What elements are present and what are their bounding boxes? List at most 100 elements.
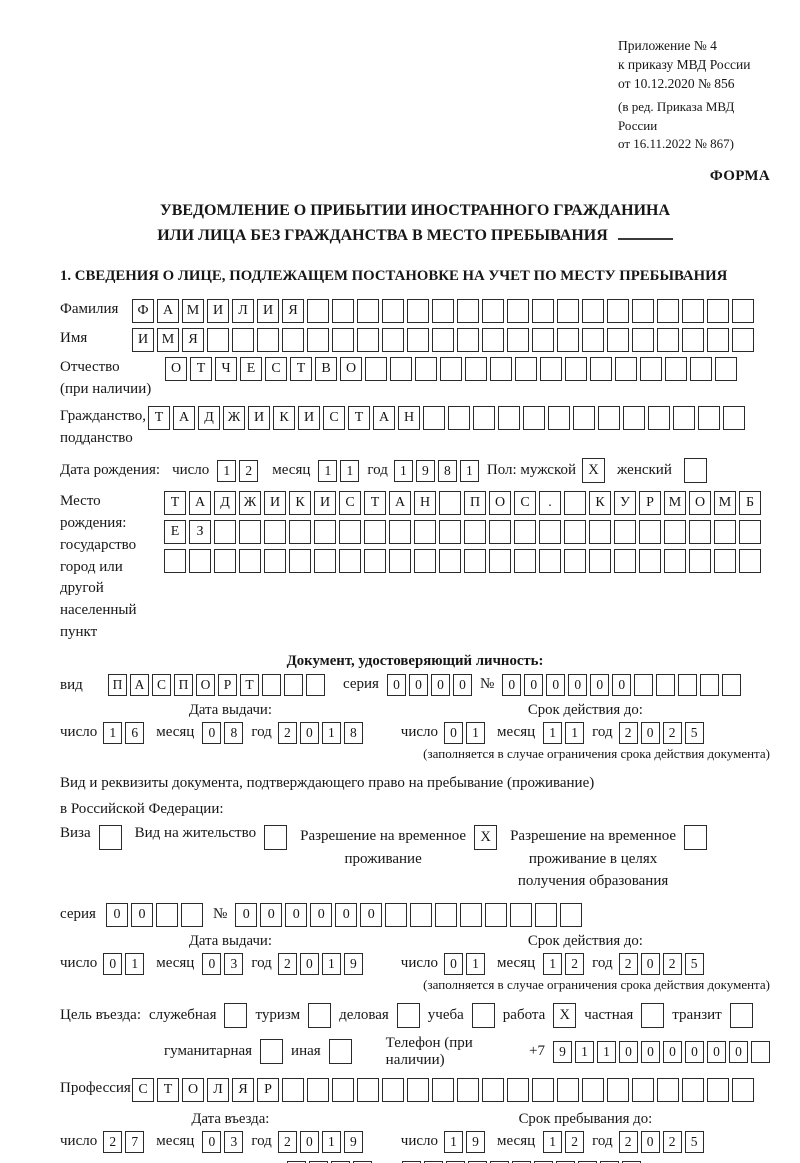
- char-box[interactable]: [682, 328, 704, 353]
- purpose-transit-checkbox[interactable]: [729, 1002, 753, 1028]
- char-box[interactable]: [510, 902, 533, 927]
- sex-male-checkbox[interactable]: X: [582, 458, 606, 484]
- char-box[interactable]: [722, 673, 742, 696]
- char-box[interactable]: [498, 405, 520, 430]
- char-box[interactable]: [678, 673, 698, 696]
- char-box[interactable]: [482, 328, 504, 353]
- char-box[interactable]: 0: [444, 952, 464, 975]
- char-box[interactable]: 0: [612, 673, 632, 696]
- char-box[interactable]: [414, 549, 436, 574]
- char-box[interactable]: 0: [524, 673, 544, 696]
- char-box[interactable]: 1: [217, 459, 237, 482]
- char-box[interactable]: У: [614, 491, 636, 516]
- purpose-official-checkbox[interactable]: [224, 1002, 248, 1028]
- char-box[interactable]: 1: [459, 459, 479, 482]
- char-box[interactable]: А: [157, 299, 179, 324]
- char-box[interactable]: Л: [232, 299, 254, 324]
- char-box[interactable]: 9: [343, 1130, 363, 1153]
- char-box[interactable]: [482, 299, 504, 324]
- char-box[interactable]: [239, 549, 261, 574]
- char-box[interactable]: 1: [125, 952, 145, 975]
- char-box[interactable]: [289, 549, 311, 574]
- char-box[interactable]: 2: [662, 952, 682, 975]
- char-box[interactable]: [457, 328, 479, 353]
- char-box[interactable]: [573, 405, 595, 430]
- char-box[interactable]: 0: [444, 721, 464, 744]
- char-box[interactable]: [632, 328, 654, 353]
- checkbox-cell[interactable]: [224, 1002, 248, 1028]
- char-box[interactable]: 0: [590, 673, 610, 696]
- checkbox-cell[interactable]: [98, 825, 122, 851]
- char-box[interactable]: [582, 328, 604, 353]
- char-box[interactable]: [207, 328, 229, 353]
- char-box[interactable]: [707, 328, 729, 353]
- char-box[interactable]: [407, 328, 429, 353]
- char-box[interactable]: [707, 299, 729, 324]
- char-box[interactable]: [289, 520, 311, 545]
- char-box[interactable]: 9: [343, 952, 363, 975]
- char-box[interactable]: [682, 1077, 704, 1102]
- char-box[interactable]: Ф: [132, 299, 154, 324]
- char-box[interactable]: Я: [282, 299, 304, 324]
- char-box[interactable]: [589, 549, 611, 574]
- char-box[interactable]: 1: [543, 721, 563, 744]
- char-box[interactable]: Т: [148, 405, 170, 430]
- char-box[interactable]: 0: [299, 1130, 319, 1153]
- char-box[interactable]: [600, 1160, 620, 1163]
- char-box[interactable]: [489, 549, 511, 574]
- char-box[interactable]: Т: [157, 1077, 179, 1102]
- char-box[interactable]: 0: [619, 1040, 638, 1063]
- char-box[interactable]: [473, 405, 495, 430]
- char-box[interactable]: Н: [414, 491, 436, 516]
- char-box[interactable]: [357, 1077, 379, 1102]
- char-box[interactable]: [664, 549, 686, 574]
- char-box[interactable]: С: [265, 357, 287, 382]
- char-box[interactable]: 1: [543, 1130, 563, 1153]
- char-box[interactable]: [739, 549, 761, 574]
- char-box[interactable]: А: [189, 491, 211, 516]
- char-box[interactable]: [489, 520, 511, 545]
- char-box[interactable]: 0: [424, 1160, 444, 1163]
- purpose-tourism-checkbox[interactable]: [308, 1002, 332, 1028]
- char-box[interactable]: Я: [182, 328, 204, 353]
- char-box[interactable]: 2: [662, 721, 682, 744]
- char-box[interactable]: [460, 902, 483, 927]
- char-box[interactable]: [664, 520, 686, 545]
- checkbox-cell[interactable]: X: [582, 458, 606, 484]
- checkbox-cell[interactable]: [396, 1002, 420, 1028]
- char-box[interactable]: 2: [618, 721, 638, 744]
- char-box[interactable]: 3: [224, 1130, 244, 1153]
- char-box[interactable]: [440, 357, 462, 382]
- char-box[interactable]: [689, 549, 711, 574]
- char-box[interactable]: 1: [340, 459, 360, 482]
- char-box[interactable]: А: [130, 673, 149, 696]
- char-box[interactable]: .: [539, 491, 561, 516]
- char-box[interactable]: С: [132, 1077, 154, 1102]
- char-box[interactable]: [557, 328, 579, 353]
- char-box[interactable]: 2: [277, 721, 297, 744]
- char-box[interactable]: [532, 299, 554, 324]
- char-box[interactable]: [382, 299, 404, 324]
- char-box[interactable]: [656, 673, 676, 696]
- char-box[interactable]: [564, 549, 586, 574]
- char-box[interactable]: Д: [198, 405, 220, 430]
- char-box[interactable]: [557, 1077, 579, 1102]
- char-box[interactable]: 0: [408, 673, 428, 696]
- char-box[interactable]: [732, 1077, 754, 1102]
- char-box[interactable]: А: [389, 491, 411, 516]
- char-box[interactable]: 1: [318, 459, 338, 482]
- char-box[interactable]: Т: [164, 491, 186, 516]
- char-box[interactable]: [332, 1077, 354, 1102]
- char-box[interactable]: 0: [402, 1160, 422, 1163]
- char-box[interactable]: 0: [103, 952, 123, 975]
- char-box[interactable]: [432, 1077, 454, 1102]
